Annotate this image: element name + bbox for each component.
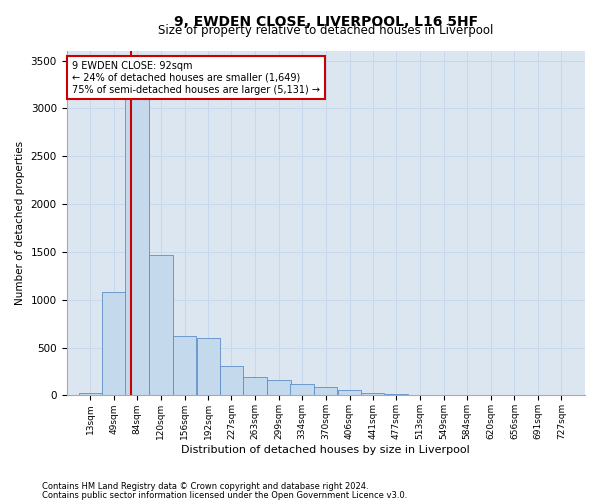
Bar bbox=[149, 255, 173, 396]
Bar bbox=[267, 380, 290, 396]
Bar bbox=[361, 393, 385, 396]
Bar bbox=[103, 292, 126, 396]
Bar bbox=[244, 377, 267, 396]
X-axis label: Distribution of detached houses by size in Liverpool: Distribution of detached houses by size … bbox=[181, 445, 470, 455]
Y-axis label: Number of detached properties: Number of detached properties bbox=[15, 141, 25, 306]
Bar bbox=[79, 392, 102, 396]
Bar bbox=[173, 336, 196, 396]
Text: 9 EWDEN CLOSE: 92sqm
← 24% of detached houses are smaller (1,649)
75% of semi-de: 9 EWDEN CLOSE: 92sqm ← 24% of detached h… bbox=[72, 62, 320, 94]
Text: Contains public sector information licensed under the Open Government Licence v3: Contains public sector information licen… bbox=[42, 490, 407, 500]
Text: Contains HM Land Registry data © Crown copyright and database right 2024.: Contains HM Land Registry data © Crown c… bbox=[42, 482, 368, 491]
Bar bbox=[338, 390, 361, 396]
Title: 9, EWDEN CLOSE, LIVERPOOL, L16 5HF: 9, EWDEN CLOSE, LIVERPOOL, L16 5HF bbox=[174, 15, 478, 29]
Bar bbox=[290, 384, 314, 396]
Bar bbox=[220, 366, 243, 396]
Bar bbox=[314, 388, 337, 396]
Text: Size of property relative to detached houses in Liverpool: Size of property relative to detached ho… bbox=[158, 24, 493, 37]
Bar bbox=[385, 394, 408, 396]
Bar bbox=[197, 338, 220, 396]
Bar bbox=[125, 70, 149, 396]
